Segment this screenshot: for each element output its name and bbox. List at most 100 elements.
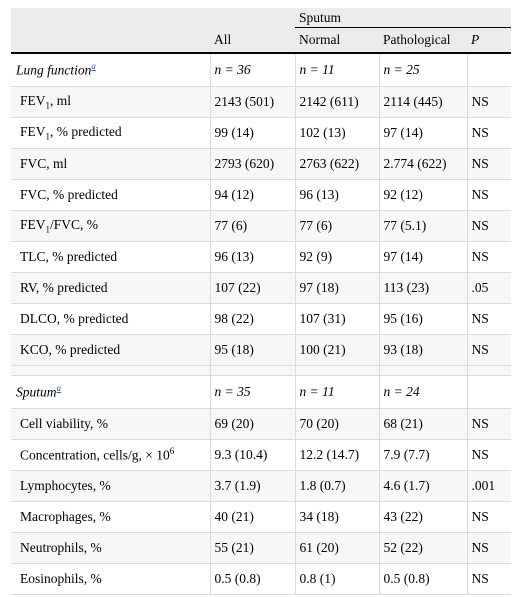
header-normal: Normal <box>295 27 379 54</box>
row-label-text: Macrophages, % <box>20 509 111 524</box>
table-row: DLCO, % predicted 98 (22) 107 (31) 95 (16) N… <box>11 303 511 335</box>
cell-p: NS <box>466 334 511 366</box>
row-label-text: Cell viability, % <box>20 416 108 431</box>
row-label-text: Eosinophils, % <box>20 571 102 586</box>
cell-normal: 61 (20) <box>294 532 379 564</box>
cell-normal: 12.2 (14.7) <box>294 439 379 471</box>
row-label-text: TLC, % predicted <box>20 249 118 264</box>
row-label-text: FVC, % predicted <box>20 187 118 202</box>
cell-pathological: 52 (22) <box>378 532 467 564</box>
cell-pathological: 77 (5.1) <box>378 210 467 242</box>
table-row: FVC, % predicted 94 (12) 96 (13) 92 (12) NS <box>11 179 511 211</box>
row-label-text: Concentration, cells/g, × 10 <box>20 447 170 463</box>
cell-normal: 70 (20) <box>294 408 379 440</box>
row-label: Concentration, cells/g, × 106 <box>11 439 210 471</box>
cell-p: NS <box>466 439 511 471</box>
header-blank <box>210 8 295 28</box>
cell-normal: 1.8 (0.7) <box>294 470 379 502</box>
row-label: Lymphocytes, % <box>11 470 210 502</box>
cell-normal: 77 (6) <box>294 210 379 242</box>
cell-p: NS <box>466 303 511 335</box>
cell-p: .001 <box>466 470 511 502</box>
cell-all: 98 (22) <box>209 303 295 335</box>
section-title: Lung functiona <box>11 53 210 87</box>
row-label-text: FVC, ml <box>20 156 68 171</box>
row-label-text: RV, % predicted <box>20 280 108 295</box>
cell-all: 95 (18) <box>209 334 295 366</box>
cell-p: NS <box>466 501 511 533</box>
row-label: Neutrophils, % <box>11 532 210 564</box>
cell-all: 2793 (620) <box>209 148 295 180</box>
header-row-group: Sputum <box>11 8 511 28</box>
row-label-text: FEV <box>20 217 46 233</box>
row-label: DLCO, % predicted <box>11 303 210 335</box>
cell-all: 69 (20) <box>209 408 295 440</box>
spacer-cell <box>209 365 295 376</box>
cell-p: NS <box>466 563 511 595</box>
table-row: TLC, % predicted 96 (13) 92 (9) 97 (14) NS <box>11 241 511 273</box>
section-title: Sputuma <box>11 375 210 409</box>
row-label-subscript: 1 <box>45 100 51 111</box>
section-row-sputum: Sputuma n = 35 n = 11 n = 24 <box>11 375 511 409</box>
cell-all: 96 (13) <box>209 241 295 273</box>
p-blank <box>466 375 511 409</box>
cell-pathological: 2114 (445) <box>378 86 467 118</box>
spacer-cell <box>294 365 379 376</box>
cell-normal: 92 (9) <box>294 241 379 273</box>
row-label-suffix: , ml <box>50 93 72 109</box>
data-table: Sputum All Normal Pathological P Lung fu… <box>11 8 511 595</box>
section-row-lung-function: Lung functiona n = 36 n = 11 n = 25 <box>11 53 511 87</box>
cell-p: NS <box>466 241 511 273</box>
n-all: n = 35 <box>209 375 295 409</box>
cell-p: .05 <box>466 272 511 304</box>
row-label-text: Lymphocytes, % <box>20 478 111 493</box>
section-title-text: Sputum <box>16 384 57 400</box>
table-row: FEV1/FVC, % 77 (6) 77 (6) 77 (5.1) NS <box>11 210 511 242</box>
spacer-cell <box>466 365 511 376</box>
cell-normal: 34 (18) <box>294 501 379 533</box>
n-normal: n = 11 <box>294 53 379 87</box>
cell-normal: 97 (18) <box>294 272 379 304</box>
cell-p: NS <box>466 408 511 440</box>
row-label-text: FEV <box>20 93 46 109</box>
cell-all: 0.5 (0.8) <box>209 563 295 595</box>
cell-all: 9.3 (10.4) <box>209 439 295 471</box>
cell-p: NS <box>466 117 511 149</box>
table-row: FEV1, % predicted 99 (14) 102 (13) 97 (14) N… <box>11 117 511 149</box>
cell-pathological: 113 (23) <box>378 272 467 304</box>
table-row: FEV1, ml 2143 (501) 2142 (611) 2114 (445) NS <box>11 86 511 118</box>
table-row: Cell viability, % 69 (20) 70 (20) 68 (21) NS <box>11 408 511 440</box>
cell-all: 40 (21) <box>209 501 295 533</box>
p-blank <box>466 53 511 87</box>
cell-pathological: 93 (18) <box>378 334 467 366</box>
n-normal: n = 11 <box>294 375 379 409</box>
n-pathological: n = 24 <box>378 375 467 409</box>
cell-normal: 2763 (622) <box>294 148 379 180</box>
cell-pathological: 43 (22) <box>378 501 467 533</box>
footnote-link[interactable]: a <box>56 383 62 394</box>
row-label: Eosinophils, % <box>11 563 210 595</box>
row-label: TLC, % predicted <box>11 241 210 273</box>
cell-p: NS <box>466 86 511 118</box>
table-row: Concentration, cells/g, × 106 9.3 (10.4) 1… <box>11 439 511 471</box>
cell-all: 99 (14) <box>209 117 295 149</box>
row-label-subscript: 1 <box>45 131 51 142</box>
cell-all: 94 (12) <box>209 179 295 211</box>
spacer-cell <box>11 365 210 376</box>
cell-pathological: 97 (14) <box>378 117 467 149</box>
cell-normal: 100 (21) <box>294 334 379 366</box>
row-label-suffix: /FVC, % <box>50 217 99 233</box>
row-label: Macrophages, % <box>11 501 210 533</box>
row-label: RV, % predicted <box>11 272 210 304</box>
cell-normal: 0.8 (1) <box>294 563 379 595</box>
table-row: RV, % predicted 107 (22) 97 (18) 113 (23) .0… <box>11 272 511 304</box>
section-title-text: Lung function <box>16 62 92 78</box>
table-row: Eosinophils, % 0.5 (0.8) 0.8 (1) 0.5 (0.8) N… <box>11 563 511 595</box>
cell-pathological: 92 (12) <box>378 179 467 211</box>
cell-pathological: 4.6 (1.7) <box>378 470 467 502</box>
section-spacer <box>11 365 511 376</box>
spacer-cell <box>378 365 467 376</box>
row-label: Cell viability, % <box>11 408 210 440</box>
footnote-link[interactable]: a <box>91 61 96 72</box>
header-group-sputum: Sputum <box>295 8 511 28</box>
